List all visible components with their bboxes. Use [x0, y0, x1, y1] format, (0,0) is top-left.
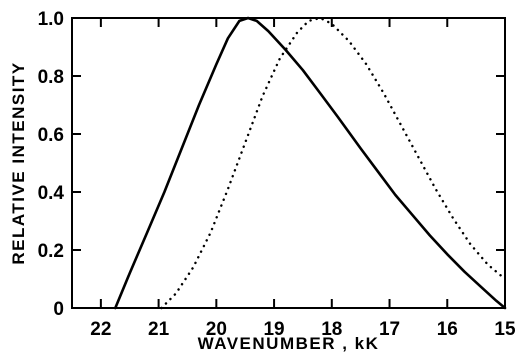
- ticks: 22 21 20 19 18 17 16 15 0 0.2 0.4 0.6 0.8 1.0: [38, 9, 516, 340]
- x-tick-label: 18: [321, 319, 342, 340]
- x-tick-label: 22: [90, 319, 111, 340]
- y-tick-label: 0.8: [38, 67, 64, 88]
- y-tick-label: 0: [53, 299, 64, 320]
- y-tick-label: 0.6: [38, 125, 64, 146]
- y-axis-title: RELATIVE INTENSITY: [9, 61, 28, 264]
- y-tick-label: 1.0: [38, 9, 64, 30]
- solid-series-line: [114, 16, 507, 310]
- dotted-series-line: [160, 16, 507, 310]
- x-axis-title: WAVENUMBER , kK: [198, 334, 380, 353]
- plot-frame: [71, 17, 506, 309]
- series: [114, 16, 507, 310]
- y-tick-label: 0.4: [38, 183, 65, 204]
- x-tick-label: 20: [206, 319, 227, 340]
- axes: [71, 17, 506, 309]
- x-tick-label: 17: [379, 319, 400, 340]
- x-tick-label: 21: [148, 319, 170, 340]
- y-tick-label: 0.2: [38, 241, 64, 262]
- x-tick-label: 19: [263, 319, 284, 340]
- x-tick-label: 16: [437, 319, 458, 340]
- x-tick-label: 15: [494, 319, 516, 340]
